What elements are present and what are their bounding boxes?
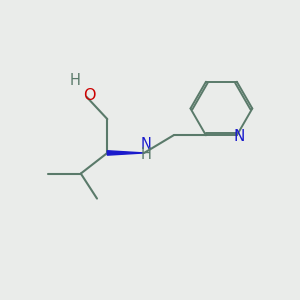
- Text: N: N: [141, 136, 152, 152]
- Text: H: H: [70, 73, 80, 88]
- Text: H: H: [141, 147, 152, 162]
- Text: N: N: [233, 129, 245, 144]
- Polygon shape: [107, 151, 144, 155]
- Text: O: O: [83, 88, 95, 103]
